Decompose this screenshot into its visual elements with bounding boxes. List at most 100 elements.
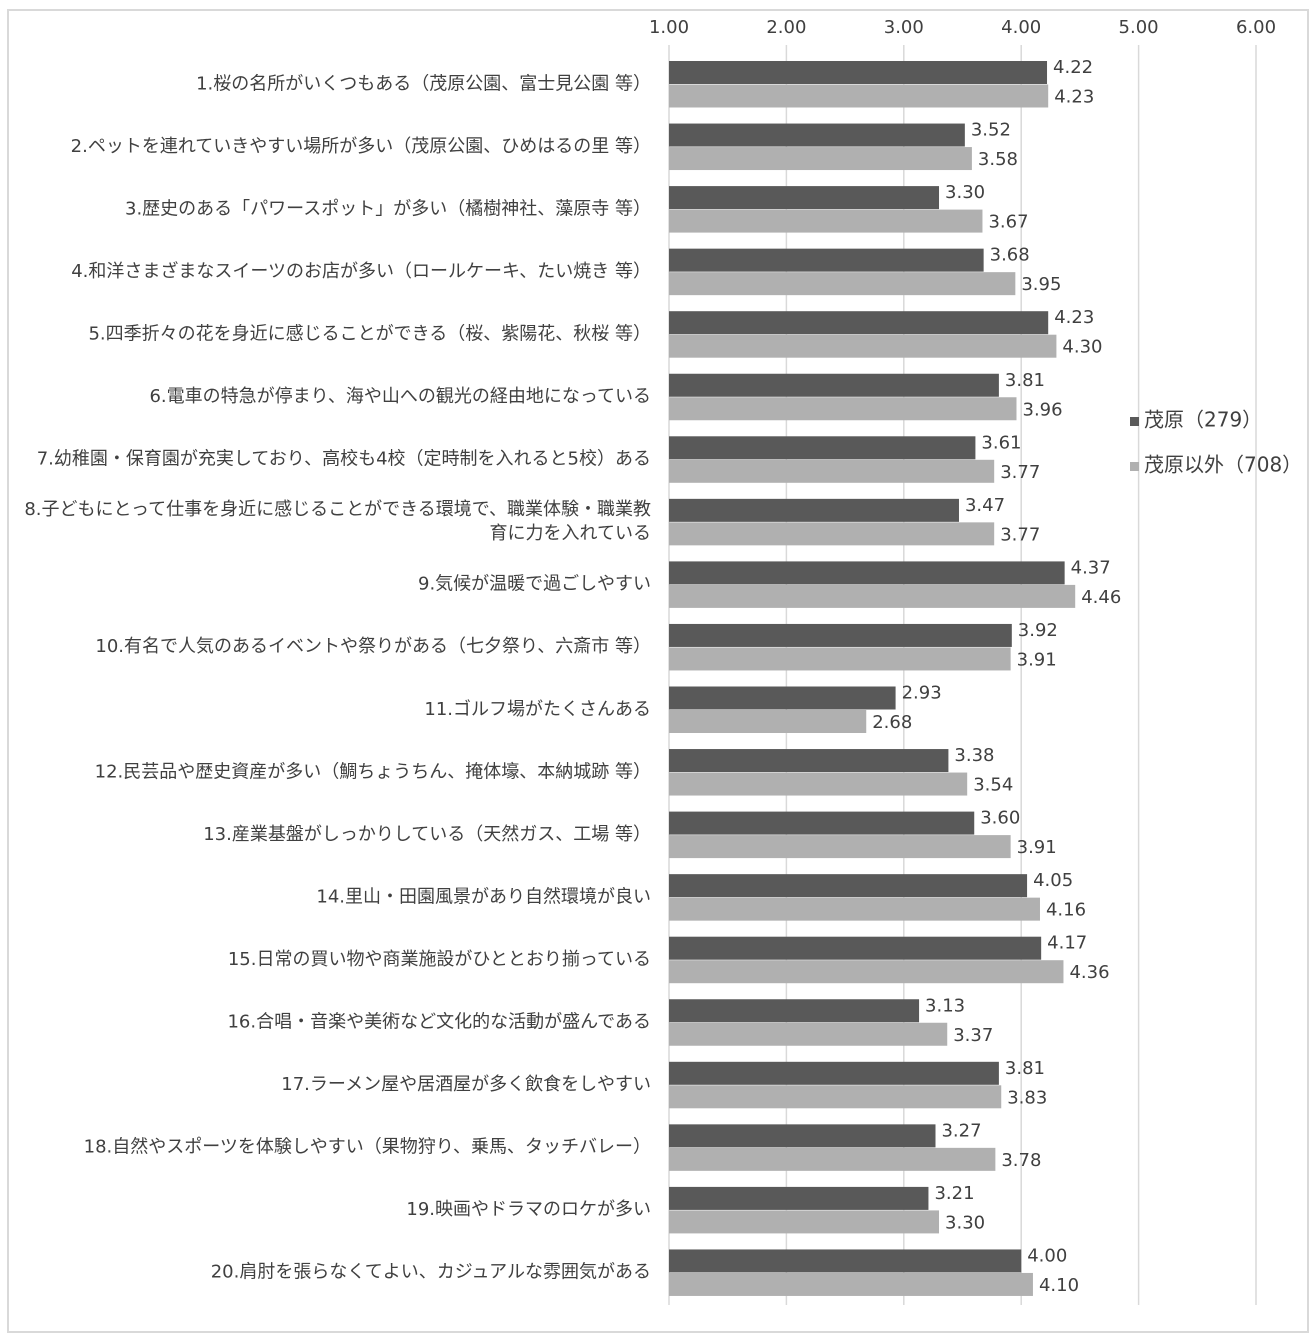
category-label: 9.気候が温暖で過ごしやすい (418, 574, 651, 595)
category-label: 15.日常の買い物や商業施設がひととおり揃っている (228, 949, 651, 970)
bar (669, 311, 1049, 335)
category-label: 3.歴史のある「パワースポット」が多い（橘樹神社、藻原寺 等） (125, 198, 651, 219)
bar (669, 209, 983, 233)
bar (669, 1147, 996, 1171)
bar (669, 498, 959, 522)
data-label: 4.00 (1027, 1245, 1067, 1266)
bar (669, 1022, 948, 1046)
bar (669, 272, 1016, 296)
data-label: 3.83 (1007, 1087, 1047, 1108)
category-label: 7.幼稚園・保育園が充実しており、高校も4校（定時制を入れると5校）ある (37, 449, 651, 470)
legend-swatch (1130, 417, 1139, 426)
bar (669, 960, 1064, 984)
bar (669, 1061, 999, 1085)
bar (669, 248, 984, 272)
bar (669, 522, 995, 546)
data-label: 4.23 (1054, 307, 1094, 328)
bar (669, 186, 940, 210)
bar (669, 710, 867, 733)
data-label: 3.61 (981, 432, 1021, 453)
bar (669, 874, 1028, 898)
data-label: 3.21 (934, 1183, 974, 1204)
bar (669, 1085, 1002, 1109)
data-label: 4.17 (1047, 933, 1087, 954)
category-label: 17.ラーメン屋や居酒屋が多く飲食をしやすい (281, 1074, 651, 1095)
x-tick-label: 3.00 (884, 17, 924, 38)
data-label: 3.27 (941, 1120, 981, 1141)
bar (669, 897, 1040, 921)
bar (669, 772, 968, 796)
category-label: 13.産業基盤がしっかりしている（天然ガス、工場 等） (203, 824, 651, 845)
data-label: 3.30 (945, 182, 985, 203)
data-label: 3.78 (1001, 1150, 1041, 1171)
bar (669, 397, 1017, 421)
bar (669, 373, 999, 397)
data-label: 3.67 (988, 212, 1028, 233)
bar (669, 147, 972, 171)
bar (669, 584, 1076, 608)
category-label: 4.和洋さまざまなスイーツのお店が多い（ロールケーキ、たい焼き 等） (71, 260, 651, 282)
data-label: 4.23 (1054, 87, 1094, 108)
category-label: 14.里山・田園風景があり自然環境が良い (316, 886, 651, 907)
data-label: 3.30 (945, 1212, 985, 1233)
category-label: 12.民芸品や歴史資産が多い（鯛ちょうちん、掩体壕、本納城跡 等） (95, 761, 651, 782)
data-label: 3.95 (1021, 274, 1061, 295)
bar (669, 647, 1011, 671)
bar (669, 459, 995, 483)
category-label: 6.電車の特急が停まり、海や山への観光の経由地になっている (149, 386, 651, 407)
data-label: 2.68 (872, 712, 912, 733)
x-tick-label: 4.00 (1001, 17, 1041, 38)
category-label: 11.ゴルフ場がたくさんある (424, 699, 651, 720)
data-label: 4.37 (1071, 557, 1111, 578)
bar (669, 623, 1012, 647)
bar (669, 436, 976, 460)
bar (669, 84, 1049, 108)
bar (669, 1210, 940, 1234)
category-label: 8.子どもにとって仕事を身近に感じることができる環境で、職業体験・職業教育に力を… (24, 499, 651, 544)
bar (669, 936, 1042, 960)
bar (669, 811, 975, 835)
category-label: 19.映画やドラマのロケが多い (406, 1199, 651, 1220)
data-label: 2.93 (902, 683, 942, 704)
data-label: 3.58 (978, 149, 1018, 170)
data-label: 4.16 (1046, 900, 1086, 921)
legend-label: 茂原（279） (1144, 408, 1262, 432)
bar (669, 561, 1065, 585)
category-label: 5.四季折々の花を身近に感じることができる（桜、紫陽花、秋桜 等） (88, 323, 651, 344)
data-label: 3.37 (953, 1025, 993, 1046)
data-label: 3.60 (980, 808, 1020, 829)
data-label: 3.54 (973, 775, 1013, 796)
bar (669, 686, 896, 710)
bar (669, 61, 1048, 84)
data-label: 3.52 (971, 120, 1011, 141)
category-label: 16.合唱・音楽や美術など文化的な活動が盛んである (227, 1012, 651, 1033)
chart-border (7, 9, 1309, 1333)
data-label: 4.10 (1039, 1275, 1079, 1296)
category-label: 10.有名で人気のあるイベントや祭りがある（七夕祭り、六斎市 等） (95, 636, 651, 657)
data-label: 3.13 (925, 995, 965, 1016)
data-label: 3.81 (1005, 1058, 1045, 1079)
category-label: 1.桜の名所がいくつもある（茂原公園、富士見公園 等） (196, 73, 651, 94)
legend-label: 茂原以外（708） (1144, 453, 1302, 477)
x-tick-label: 6.00 (1236, 17, 1276, 38)
legend-swatch (1130, 462, 1139, 471)
bar (669, 334, 1057, 358)
bar (669, 749, 949, 773)
data-label: 3.47 (965, 495, 1005, 516)
bar (669, 1186, 929, 1210)
data-label: 3.92 (1018, 620, 1058, 641)
data-label: 4.05 (1033, 870, 1073, 891)
data-label: 3.68 (990, 245, 1030, 266)
x-tick-label: 1.00 (649, 17, 689, 38)
bar (669, 1124, 936, 1148)
data-label: 3.77 (1000, 462, 1040, 483)
bar (669, 835, 1011, 859)
bar (669, 999, 920, 1023)
category-label: 2.ペットを連れていきやすい場所が多い（茂原公園、ひめはるの里 等） (71, 136, 651, 157)
data-label: 3.96 (1023, 399, 1063, 420)
data-label: 4.22 (1053, 57, 1093, 78)
data-label: 3.91 (1017, 649, 1057, 670)
category-label: 18.自然やスポーツを体験しやすい（果物狩り、乗馬、タッチバレー） (84, 1137, 651, 1158)
x-tick-label: 5.00 (1119, 17, 1159, 38)
